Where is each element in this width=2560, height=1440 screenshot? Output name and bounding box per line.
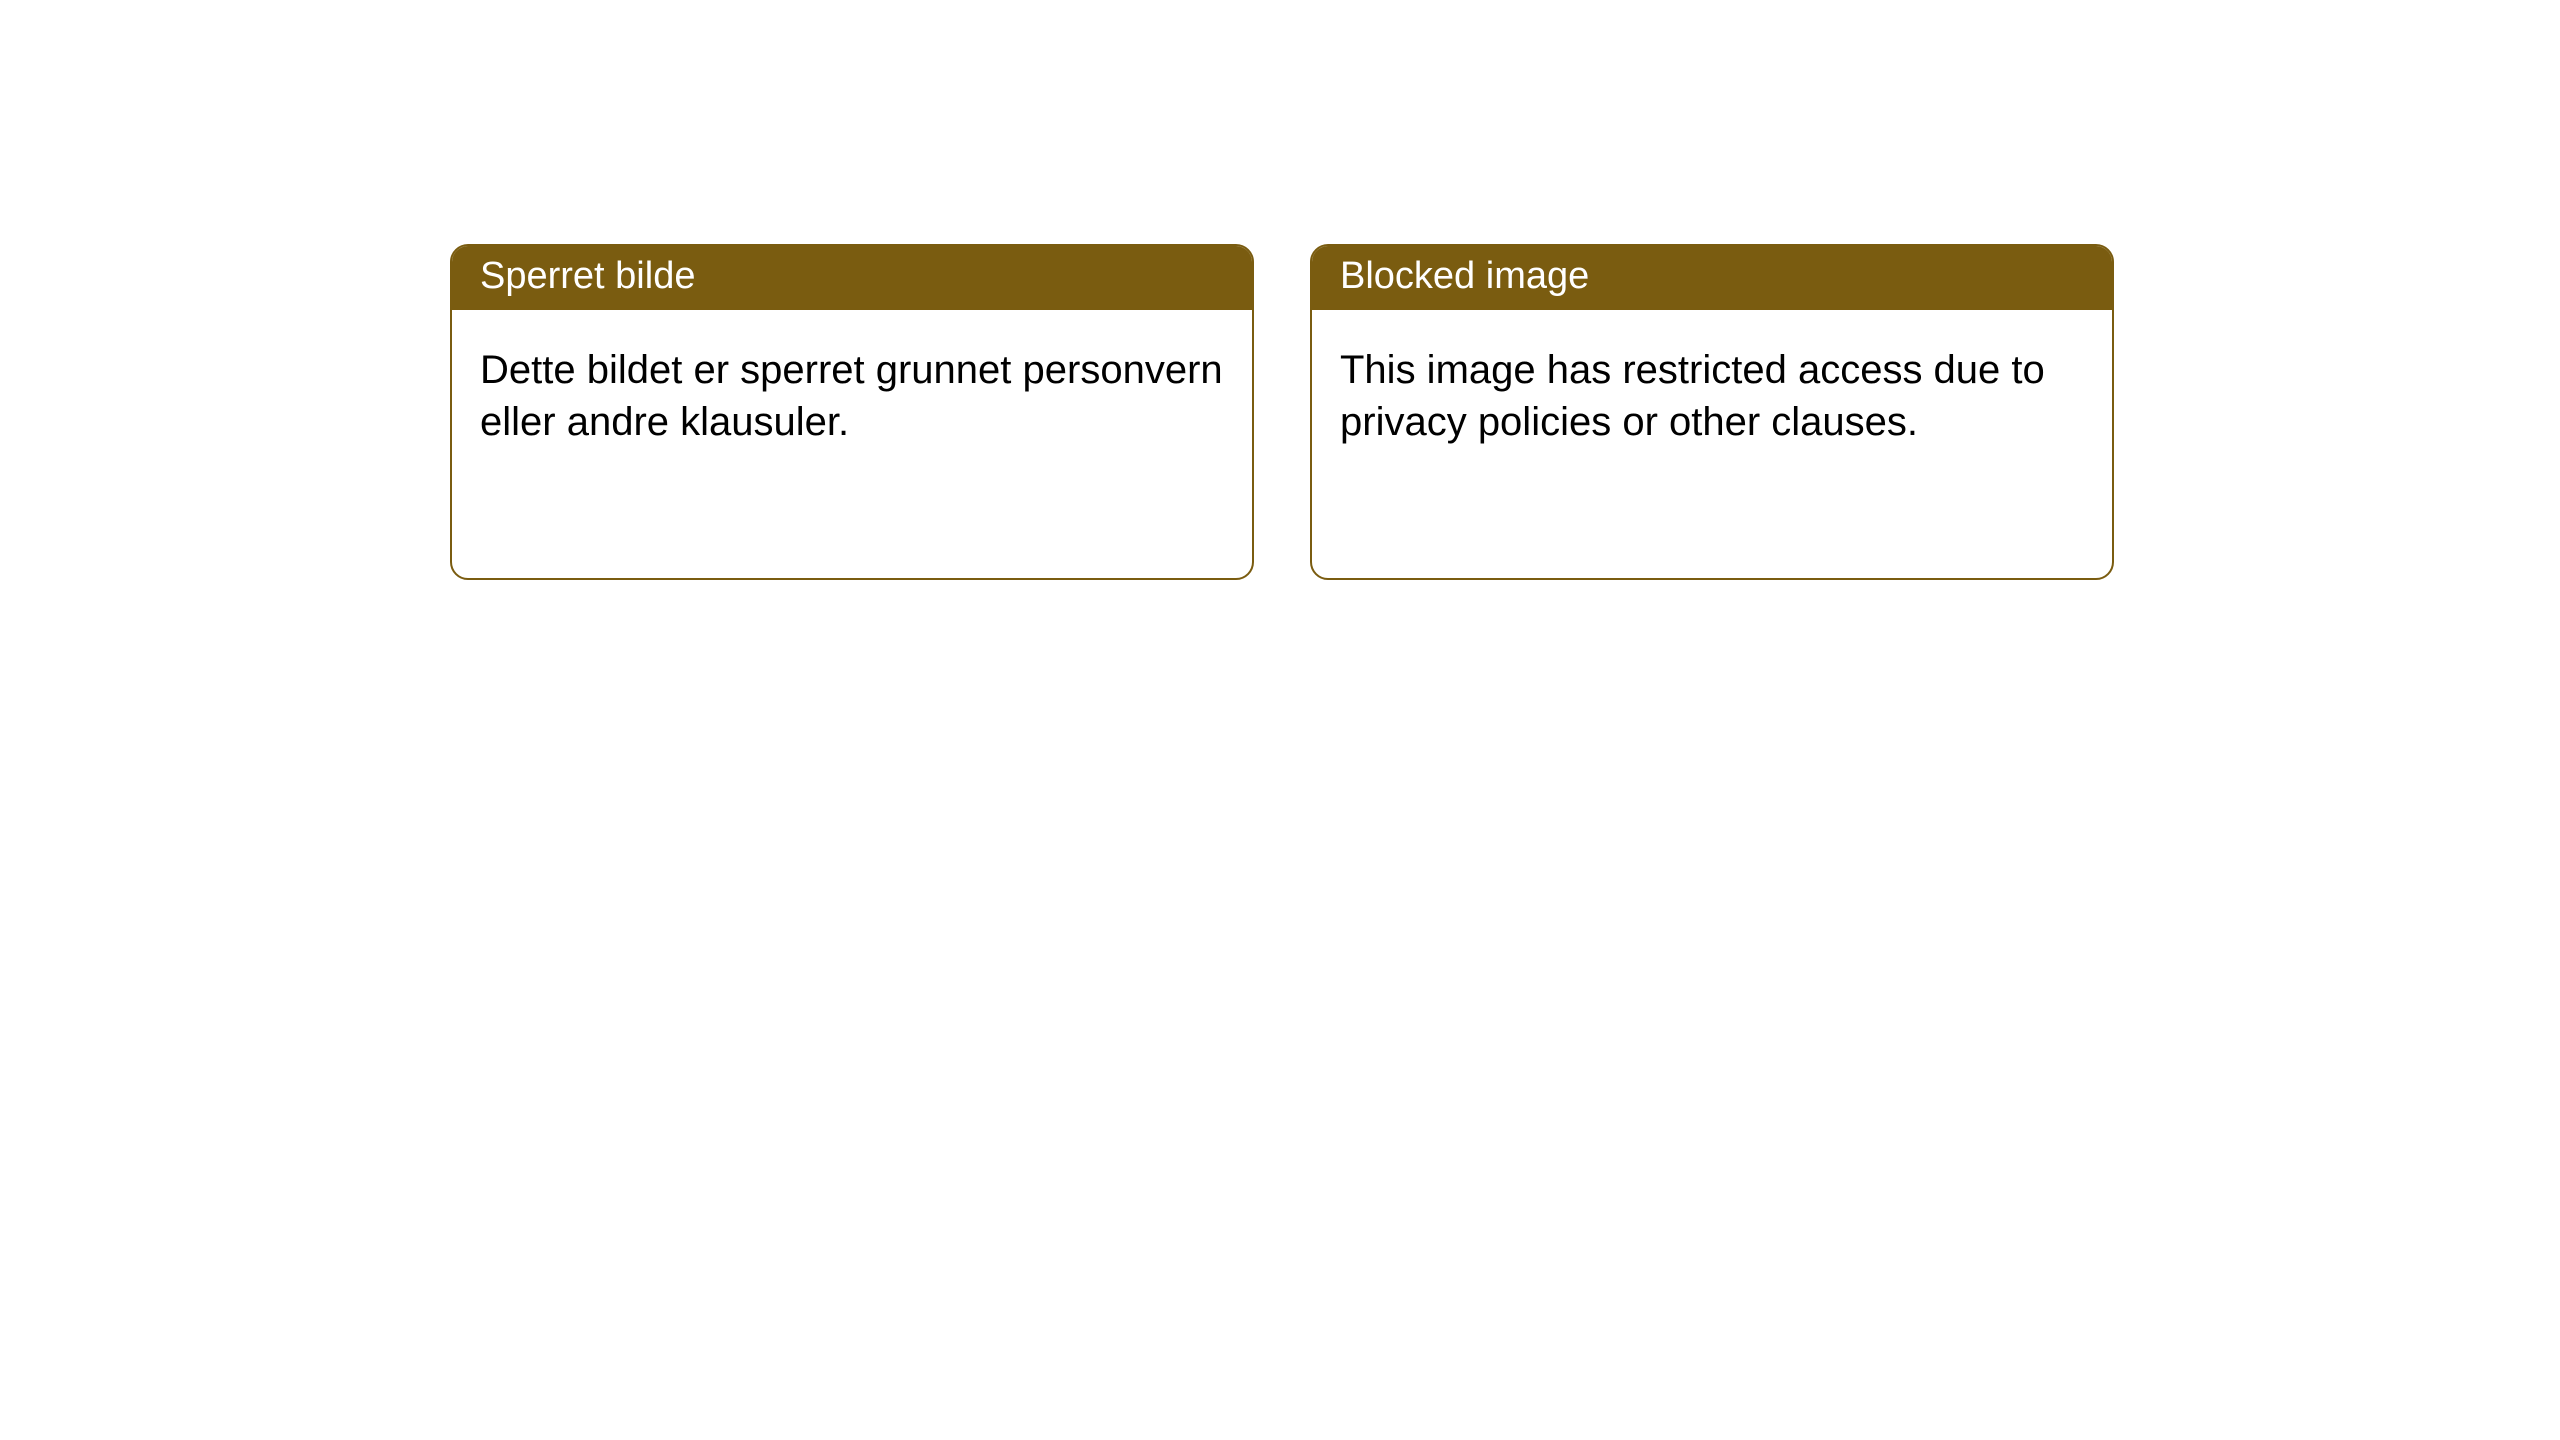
notice-card-norwegian: Sperret bilde Dette bildet er sperret gr…	[450, 244, 1254, 580]
card-header: Blocked image	[1312, 246, 2112, 310]
card-body: Dette bildet er sperret grunnet personve…	[452, 310, 1252, 482]
card-message: This image has restricted access due to …	[1340, 348, 2045, 444]
notice-container: Sperret bilde Dette bildet er sperret gr…	[0, 0, 2560, 580]
card-title: Sperret bilde	[480, 255, 695, 297]
notice-card-english: Blocked image This image has restricted …	[1310, 244, 2114, 580]
card-body: This image has restricted access due to …	[1312, 310, 2112, 482]
card-title: Blocked image	[1340, 255, 1589, 297]
card-header: Sperret bilde	[452, 246, 1252, 310]
card-message: Dette bildet er sperret grunnet personve…	[480, 348, 1223, 444]
